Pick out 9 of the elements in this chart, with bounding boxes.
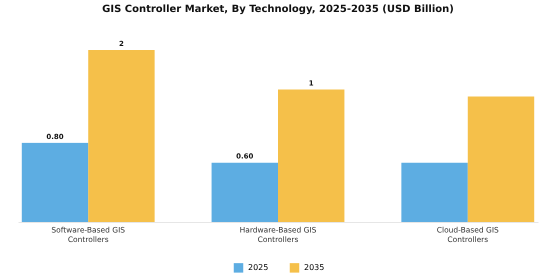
bar: [212, 162, 278, 222]
bar: [278, 90, 344, 222]
bar: [401, 162, 468, 222]
chart-title: GIS Controller Market, By Technology, 2025-2035 (USD Billion): [102, 4, 454, 15]
bar: [88, 50, 155, 222]
bar: [22, 142, 88, 222]
bar: [468, 96, 534, 222]
legend-label: 2035: [304, 262, 324, 272]
legend-label: 2025: [248, 262, 268, 272]
